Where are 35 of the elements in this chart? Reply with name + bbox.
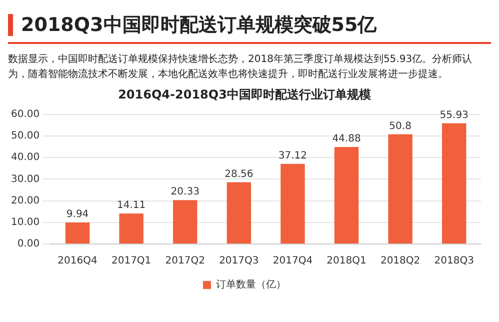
bar bbox=[388, 134, 412, 244]
x-tick-label: 2018Q1 bbox=[326, 256, 366, 267]
x-tick-label: 2017Q1 bbox=[111, 256, 152, 267]
bar bbox=[173, 200, 198, 244]
y-tick-label: 30.00 bbox=[10, 174, 40, 185]
x-tick-label: 2018Q3 bbox=[434, 256, 474, 267]
bar bbox=[119, 214, 144, 244]
y-tick-label: 60.00 bbox=[10, 108, 40, 120]
data-label: 50.8 bbox=[389, 120, 412, 132]
bar bbox=[280, 164, 305, 244]
y-tick-label: 50.00 bbox=[10, 130, 40, 142]
x-tick-label: 2017Q3 bbox=[219, 256, 259, 267]
y-tick-label: 10.00 bbox=[10, 216, 40, 228]
y-tick-label: 20.00 bbox=[10, 195, 40, 206]
x-tick-label: 2016Q4 bbox=[58, 256, 98, 267]
y-tick-label: 40.00 bbox=[10, 152, 40, 164]
bar bbox=[226, 182, 252, 244]
data-label: 20.33 bbox=[170, 186, 200, 198]
text: 数据显示，中国即时配送订单规模保持快速增长态势，2018年第三季度订单规模达到55.93亿。分析师认为，随着智能物流技术不断发展，本地化配送效率也将快速提升，即时配送行业发展将进一步提速。 bbox=[8, 52, 474, 82]
legend-label: 订单数量（亿） bbox=[216, 278, 286, 291]
x-tick-label: 2017Q4 bbox=[272, 256, 313, 267]
x-tick-label: 2017Q2 bbox=[165, 256, 205, 267]
bar bbox=[65, 222, 90, 244]
data-label: 55.93 bbox=[440, 110, 468, 121]
bar bbox=[334, 147, 359, 244]
bar bbox=[442, 123, 466, 244]
chart-subtitle: 2016Q4-2018Q3中国即时配送行业订单规模 bbox=[118, 87, 371, 102]
data-label: 37.12 bbox=[278, 150, 308, 162]
data-label: 9.94 bbox=[66, 209, 89, 220]
y-tick-label: 0.00 bbox=[17, 238, 40, 250]
data-label: 44.88 bbox=[332, 134, 361, 145]
x-tick-label: 2018Q2 bbox=[380, 256, 420, 267]
chart-title: 2018Q3中国即时配送订单规模突破55亿 bbox=[21, 13, 377, 38]
data-label: 28.56 bbox=[224, 168, 254, 180]
data-label: 14.11 bbox=[117, 200, 146, 212]
